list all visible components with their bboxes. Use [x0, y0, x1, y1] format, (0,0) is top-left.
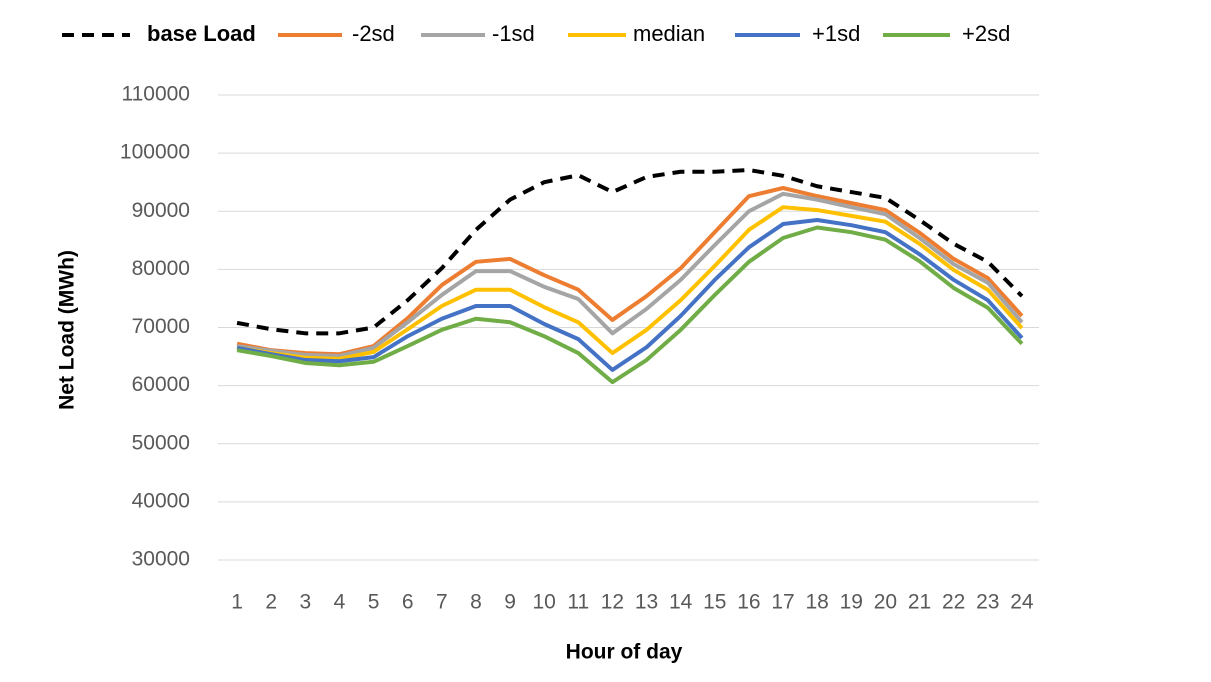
series-line — [236, 186, 1024, 357]
x-tick-label: 14 — [669, 591, 693, 614]
x-tick-label: 15 — [703, 591, 726, 614]
x-tick-label: 24 — [1010, 591, 1034, 614]
legend-label: median — [633, 21, 705, 46]
legend-label: base Load — [147, 21, 256, 46]
y-tick-label: 30000 — [132, 548, 190, 571]
series-line — [236, 225, 1024, 385]
legend-label: -1sd — [492, 21, 535, 46]
y-tick-label: 70000 — [132, 315, 190, 338]
y-tick-label: 90000 — [132, 199, 190, 222]
y-axis-title: Net Load (MWh) — [56, 250, 79, 410]
x-tick-label: 12 — [601, 591, 624, 614]
x-tick-label: 4 — [334, 591, 346, 614]
legend-label: +1sd — [812, 21, 860, 46]
x-tick-label: 22 — [942, 591, 965, 614]
legend-label: +2sd — [962, 21, 1010, 46]
series-line — [236, 205, 1024, 361]
legend-label: -2sd — [352, 21, 395, 46]
x-tick-label: 9 — [504, 591, 516, 614]
y-tick-label: 110000 — [121, 83, 190, 106]
y-tick-label: 60000 — [132, 373, 190, 396]
x-tick-label: 1 — [231, 591, 243, 614]
x-tick-label: 19 — [840, 591, 863, 614]
x-tick-label: 10 — [533, 591, 556, 614]
x-tick-label: 16 — [737, 591, 760, 614]
x-tick-label: 18 — [806, 591, 829, 614]
x-tick-label: 5 — [368, 591, 380, 614]
x-axis-title: Hour of day — [566, 641, 683, 664]
series-line — [236, 217, 1024, 372]
x-tick-label: 3 — [299, 591, 311, 614]
series-line — [236, 167, 1024, 336]
x-tick-label: 11 — [567, 591, 589, 614]
x-tick-label: 6 — [402, 591, 414, 614]
x-tick-label: 23 — [976, 591, 999, 614]
y-tick-label: 100000 — [120, 141, 190, 164]
y-tick-label: 80000 — [132, 257, 190, 280]
x-tick-label: 7 — [436, 591, 448, 614]
x-tick-label: 13 — [635, 591, 658, 614]
y-tick-label: 40000 — [132, 489, 190, 512]
series-line — [236, 191, 1024, 358]
y-tick-label: 50000 — [132, 431, 190, 454]
x-tick-label: 20 — [874, 591, 897, 614]
x-tick-label: 8 — [470, 591, 482, 614]
x-tick-label: 21 — [908, 591, 931, 614]
x-tick-label: 2 — [265, 591, 277, 614]
x-tick-label: 17 — [771, 591, 794, 614]
